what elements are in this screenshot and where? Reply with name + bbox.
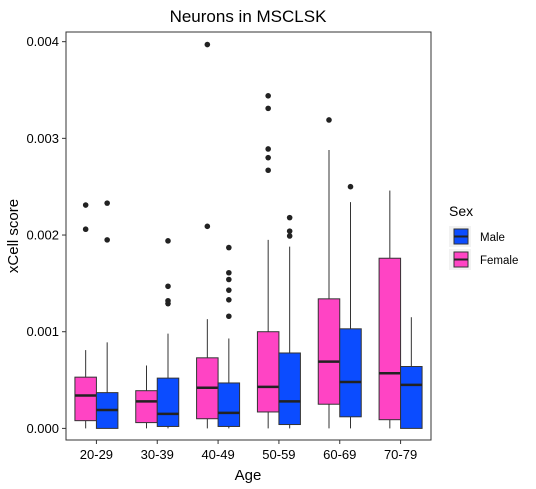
x-tick-label: 40-49 bbox=[201, 447, 234, 462]
x-tick-label: 50-59 bbox=[262, 447, 295, 462]
plot-panel bbox=[65, 31, 432, 441]
y-tick-label: 0.001 bbox=[26, 324, 59, 339]
box-iqr bbox=[317, 298, 341, 405]
outlier-point bbox=[104, 237, 110, 243]
outlier-point bbox=[265, 146, 271, 152]
outlier-point bbox=[165, 297, 171, 304]
box-series bbox=[74, 41, 423, 429]
box-male-70-79 bbox=[400, 317, 423, 429]
outlier-point bbox=[226, 269, 232, 276]
x-tick-label: 60-69 bbox=[323, 447, 356, 462]
box-male-30-39 bbox=[156, 238, 180, 429]
y-axis-title: xCell score bbox=[5, 199, 22, 273]
box-iqr bbox=[135, 390, 158, 424]
box-iqr bbox=[156, 377, 180, 427]
box-female-30-39 bbox=[135, 365, 158, 429]
x-tick-label: 30-39 bbox=[141, 447, 174, 462]
outlier-point bbox=[286, 214, 293, 221]
y-tick-label: 0.000 bbox=[26, 421, 59, 436]
box-iqr bbox=[339, 328, 362, 418]
outlier-point bbox=[104, 200, 110, 206]
x-axis: 20-29 30-39 40-49 50-59 60-69 70-79 bbox=[80, 440, 417, 462]
box-iqr bbox=[278, 352, 301, 426]
outlier-point bbox=[265, 93, 271, 99]
outlier-point bbox=[204, 41, 211, 48]
outlier-point bbox=[82, 226, 89, 233]
legend-title: Sex bbox=[449, 203, 473, 219]
outlier-point bbox=[226, 276, 232, 283]
box-iqr bbox=[256, 331, 280, 413]
box-female-40-49 bbox=[196, 41, 219, 429]
outlier-point bbox=[226, 313, 232, 320]
legend: Sex Male Female bbox=[449, 203, 518, 270]
y-tick-label: 0.003 bbox=[26, 131, 59, 146]
x-axis-title: Age bbox=[235, 467, 262, 484]
legend-item-female: Female bbox=[449, 249, 518, 270]
outlier-point bbox=[326, 117, 332, 123]
x-tick-label: 70-79 bbox=[384, 447, 417, 462]
box-male-60-69 bbox=[339, 183, 362, 429]
outlier-point bbox=[265, 167, 271, 174]
outlier-point bbox=[226, 244, 232, 251]
outlier-point bbox=[265, 105, 271, 112]
y-tick-label: 0.002 bbox=[26, 228, 59, 243]
outlier-point bbox=[286, 228, 293, 234]
chart-title: Neurons in MSCLSK bbox=[170, 7, 328, 26]
outlier-point bbox=[347, 183, 354, 190]
box-iqr bbox=[217, 382, 241, 427]
legend-label: Female bbox=[480, 255, 518, 267]
outlier-point bbox=[204, 223, 211, 230]
y-tick-label: 0.004 bbox=[26, 34, 59, 49]
outlier-point bbox=[226, 287, 232, 293]
legend-label: Male bbox=[480, 232, 505, 244]
legend-item-male: Male bbox=[449, 226, 505, 247]
box-iqr bbox=[74, 376, 97, 422]
outlier-point bbox=[265, 154, 271, 161]
box-male-50-59 bbox=[278, 214, 301, 429]
box-female-70-79 bbox=[378, 190, 402, 429]
outlier-point bbox=[286, 233, 293, 239]
outlier-point bbox=[226, 297, 232, 303]
outlier-point bbox=[165, 283, 171, 290]
x-tick-label: 20-29 bbox=[80, 447, 113, 462]
box-iqr bbox=[378, 257, 402, 421]
box-male-40-49 bbox=[217, 244, 241, 429]
box-male-20-29 bbox=[95, 200, 119, 429]
box-female-20-29 bbox=[74, 202, 97, 429]
y-axis: 0.000 0.001 0.002 0.003 0.004 bbox=[26, 34, 66, 436]
outlier-point bbox=[82, 202, 89, 208]
box-iqr bbox=[400, 366, 423, 429]
outlier-point bbox=[165, 238, 171, 244]
